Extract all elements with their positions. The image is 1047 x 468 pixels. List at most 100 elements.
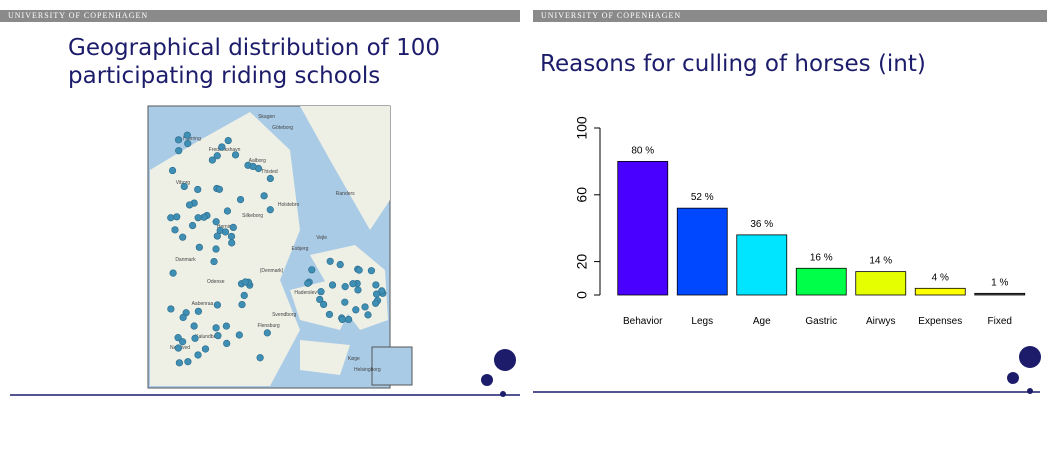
- school-dot: [353, 306, 360, 313]
- school-dot: [356, 267, 363, 274]
- school-dot: [327, 258, 334, 265]
- school-dot: [318, 288, 325, 295]
- bar: [856, 272, 906, 295]
- school-dot: [326, 311, 333, 318]
- map-label: (Denmark): [260, 268, 284, 274]
- map-label: Flensburg: [257, 323, 279, 329]
- school-dot: [241, 292, 248, 299]
- school-dot: [173, 214, 180, 221]
- map-label: Skagen: [258, 114, 275, 120]
- school-dot: [214, 302, 221, 309]
- value-label: 36 %: [750, 219, 773, 230]
- value-label: 16 %: [810, 252, 833, 263]
- school-dot: [196, 244, 203, 251]
- school-dot: [257, 354, 264, 361]
- school-dot: [189, 222, 196, 229]
- school-dot: [175, 345, 182, 352]
- school-dot: [211, 258, 218, 265]
- school-dot: [264, 330, 271, 337]
- page: UNIVERSITY OF COPENHAGEN UNIVERSITY OF C…: [0, 0, 1047, 468]
- school-dot: [373, 291, 380, 298]
- school-dot: [365, 312, 372, 319]
- map-label: Göteborg: [272, 125, 293, 131]
- school-dot: [228, 240, 235, 247]
- school-dot: [213, 325, 220, 332]
- school-dot: [329, 282, 336, 289]
- school-dot: [223, 323, 230, 330]
- school-dot: [355, 287, 362, 294]
- school-dot: [223, 340, 230, 347]
- map-label: Danmark: [175, 257, 196, 263]
- school-dot: [213, 246, 220, 253]
- school-dot: [184, 132, 191, 139]
- school-dot: [267, 175, 274, 182]
- school-dot: [342, 299, 349, 306]
- map-label: Odense: [207, 279, 225, 285]
- logo: [494, 349, 516, 371]
- y-tick-label: 20: [574, 254, 590, 270]
- school-dot: [373, 282, 380, 289]
- map-label: Helsingborg: [354, 367, 381, 373]
- x-tick-label: Age: [753, 316, 771, 327]
- school-dot: [222, 229, 229, 236]
- y-tick-label: 100: [574, 116, 590, 140]
- school-dot: [185, 358, 192, 365]
- school-dot: [167, 214, 174, 221]
- school-dot: [180, 314, 187, 321]
- value-label: 80 %: [631, 145, 654, 156]
- map-label: Aalborg: [249, 158, 266, 164]
- x-tick-label: Fixed: [988, 316, 1012, 327]
- y-tick-label: 0: [574, 291, 590, 299]
- map-label: Silkeborg: [242, 213, 263, 219]
- school-dot: [216, 186, 223, 193]
- school-dot: [345, 316, 352, 323]
- value-label: 14 %: [869, 256, 892, 267]
- school-dot: [261, 193, 268, 200]
- school-dot: [237, 196, 244, 203]
- map-label: Randers: [336, 191, 355, 197]
- map-label: Svendborg: [272, 312, 296, 318]
- map-label: Aabenraa: [192, 301, 214, 307]
- canvas: SkagenGöteborgHjørringFrederikshavnAalbo…: [0, 0, 1047, 468]
- bar: [796, 268, 846, 295]
- school-dot: [362, 304, 369, 311]
- school-dot: [309, 266, 316, 273]
- school-dot: [320, 301, 327, 308]
- school-dot: [228, 233, 235, 240]
- school-dot: [236, 332, 243, 339]
- school-dot: [176, 360, 183, 367]
- decor-dot: [1007, 372, 1019, 384]
- school-dot: [337, 261, 344, 268]
- school-dot: [186, 202, 193, 209]
- school-dot: [267, 206, 274, 213]
- x-tick-label: Airwys: [866, 316, 895, 327]
- decor-dot: [481, 374, 493, 386]
- school-dot: [350, 280, 357, 287]
- school-dot: [372, 300, 379, 307]
- map-inset: [372, 347, 412, 385]
- bar: [677, 208, 727, 295]
- school-dot: [192, 335, 199, 342]
- school-dot: [224, 208, 231, 215]
- school-dot: [191, 323, 198, 330]
- school-dot: [175, 147, 182, 154]
- map-label: Esbjerg: [291, 246, 308, 252]
- school-dot: [179, 338, 186, 345]
- map-label: Haderslev: [294, 290, 317, 296]
- school-dot: [305, 280, 312, 287]
- school-dot: [239, 301, 246, 308]
- school-dot: [213, 218, 220, 225]
- bar: [975, 293, 1025, 295]
- school-dot: [219, 144, 226, 151]
- school-dot: [195, 214, 202, 221]
- school-dot: [179, 234, 186, 241]
- bar: [618, 161, 668, 295]
- school-dot: [339, 316, 346, 323]
- value-label: 1 %: [991, 277, 1008, 288]
- school-dot: [368, 267, 375, 274]
- school-dot: [194, 186, 201, 193]
- school-dot: [172, 227, 179, 234]
- school-dot: [225, 137, 232, 144]
- y-tick-label: 60: [574, 187, 590, 203]
- school-dot: [202, 346, 209, 353]
